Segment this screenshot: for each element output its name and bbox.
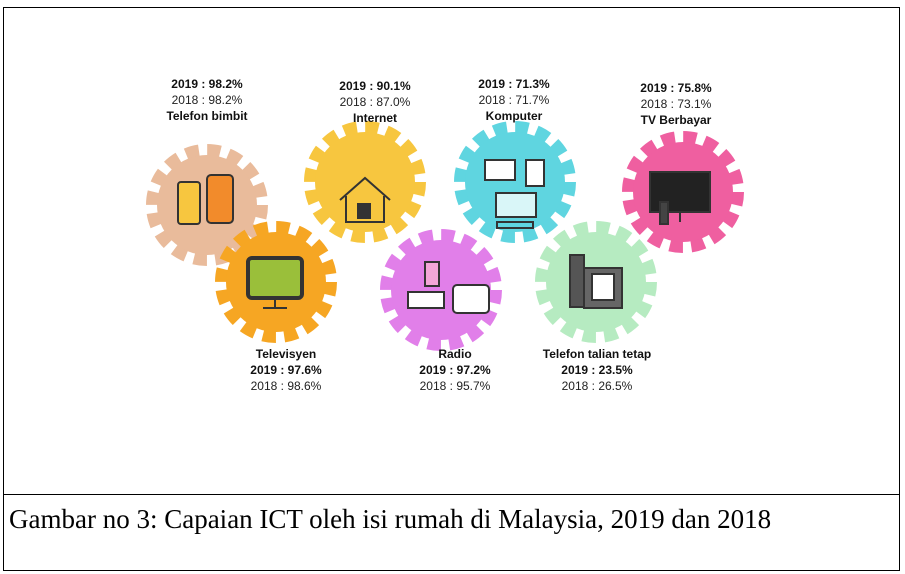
item-value: 2019 : 71.3% <box>478 77 550 91</box>
item-value: 2018 : 71.7% <box>479 93 550 107</box>
item-value: 2018 : 98.6% <box>251 379 322 393</box>
item-value: 2019 : 98.2% <box>171 77 243 91</box>
caption: Gambar no 3: Capaian ICT oleh isi rumah … <box>9 503 889 536</box>
item-value: 2018 : 87.0% <box>340 95 411 109</box>
tv-icon-part <box>660 202 668 224</box>
phone-icon-part <box>207 175 233 223</box>
item-value: 2018 : 73.1% <box>641 97 712 111</box>
item-name: TV Berbayar <box>641 113 712 127</box>
landline-icon-part <box>570 255 584 307</box>
item-value: 2018 : 98.2% <box>172 93 243 107</box>
phone-icon-part <box>178 182 200 224</box>
computer-icon-part <box>496 193 536 217</box>
item-value: 2018 : 95.7% <box>420 379 491 393</box>
item-name: Internet <box>353 111 397 125</box>
computer-icon-part <box>526 160 544 186</box>
house-icon-part <box>358 204 370 218</box>
radio-icon-part <box>425 262 439 286</box>
item-value: 2019 : 75.8% <box>640 81 712 95</box>
item-value: 2019 : 97.6% <box>250 363 322 377</box>
item-value: 2019 : 97.2% <box>419 363 491 377</box>
item-value: 2018 : 26.5% <box>562 379 633 393</box>
radio-icon-part <box>408 292 444 308</box>
infographic: 2019 : 98.2% 2018 : 98.2% Telefon bimbit 20… <box>0 0 905 494</box>
page: 2019 : 98.2% 2018 : 98.2% Telefon bimbit 20… <box>0 0 905 574</box>
item-name: Komputer <box>486 109 543 123</box>
item-name: Telefon bimbit <box>166 109 247 123</box>
item-value: 2019 : 90.1% <box>339 79 411 93</box>
landline-icon-part <box>592 274 614 300</box>
television-icon-part <box>248 258 302 298</box>
item-name: Televisyen <box>256 347 316 361</box>
item-value: 2019 : 23.5% <box>561 363 633 377</box>
item-name: Telefon talian tetap <box>543 347 651 361</box>
item-name: Radio <box>438 347 471 361</box>
table-divider <box>3 494 900 495</box>
radio-icon-part <box>453 285 489 313</box>
computer-icon-part <box>485 160 515 180</box>
